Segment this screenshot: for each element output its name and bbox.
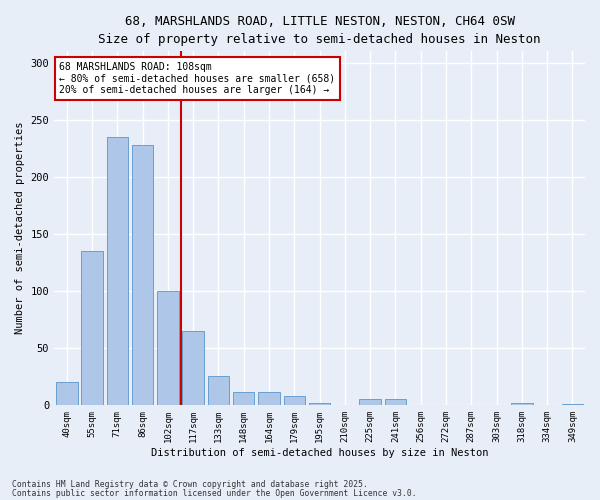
Bar [208, 376, 229, 405]
Bar [258, 392, 280, 405]
Bar [82, 251, 103, 405]
Text: Contains public sector information licensed under the Open Government Licence v3: Contains public sector information licen… [12, 489, 416, 498]
Y-axis label: Number of semi-detached properties: Number of semi-detached properties [15, 122, 25, 334]
Bar [511, 402, 533, 405]
Bar [56, 382, 77, 405]
Bar [385, 399, 406, 405]
Bar [132, 145, 154, 405]
Bar [284, 396, 305, 405]
Bar [309, 402, 331, 405]
Title: 68, MARSHLANDS ROAD, LITTLE NESTON, NESTON, CH64 0SW
Size of property relative t: 68, MARSHLANDS ROAD, LITTLE NESTON, NEST… [98, 15, 541, 46]
Bar [107, 137, 128, 405]
Text: Contains HM Land Registry data © Crown copyright and database right 2025.: Contains HM Land Registry data © Crown c… [12, 480, 368, 489]
X-axis label: Distribution of semi-detached houses by size in Neston: Distribution of semi-detached houses by … [151, 448, 488, 458]
Bar [359, 399, 381, 405]
Bar [182, 330, 204, 405]
Bar [157, 291, 179, 405]
Bar [562, 404, 583, 405]
Bar [233, 392, 254, 405]
Text: 68 MARSHLANDS ROAD: 108sqm
← 80% of semi-detached houses are smaller (658)
20% o: 68 MARSHLANDS ROAD: 108sqm ← 80% of semi… [59, 62, 335, 95]
